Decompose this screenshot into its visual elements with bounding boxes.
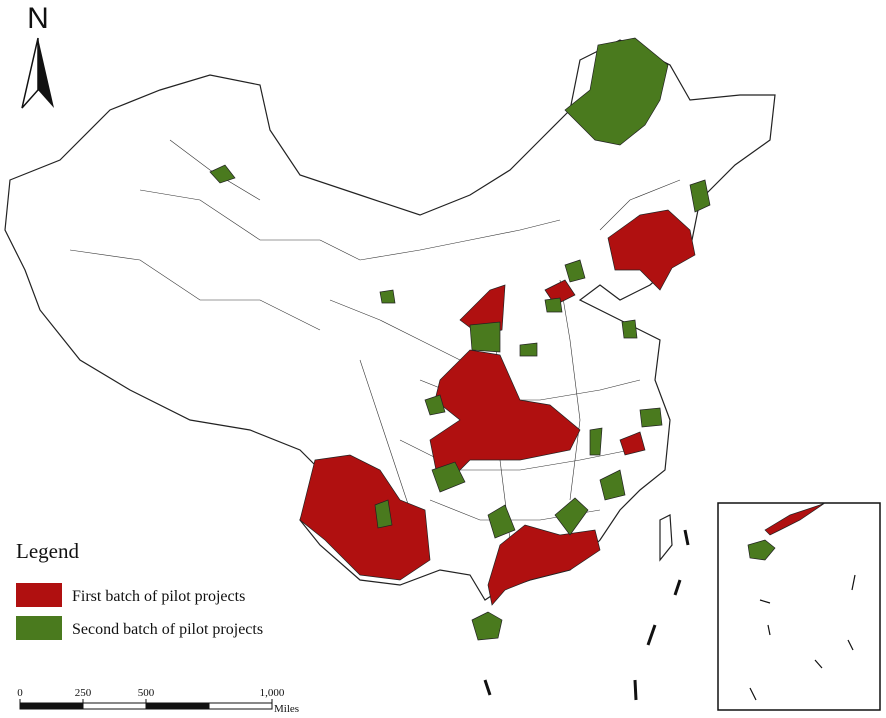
first-batch-region bbox=[299, 454, 431, 581]
legend-label: First batch of pilot projects bbox=[72, 588, 245, 605]
north-label: N bbox=[27, 2, 49, 35]
inset-frame bbox=[717, 502, 881, 711]
first-batch-region bbox=[764, 502, 826, 536]
scale-label: 1,000 bbox=[260, 687, 285, 699]
first-batch-region bbox=[429, 349, 581, 491]
second-batch-region bbox=[519, 342, 538, 357]
legend-swatch bbox=[16, 616, 62, 640]
scale-segment bbox=[208, 702, 273, 710]
first-batch-region bbox=[619, 431, 646, 456]
north-arrow-left bbox=[21, 37, 39, 109]
scale-bar: 0 250 500 1,000 Miles bbox=[17, 687, 299, 715]
second-batch-region bbox=[689, 179, 711, 213]
second-batch-region bbox=[471, 611, 503, 641]
scale-label: 0 bbox=[17, 687, 23, 699]
scale-label: 500 bbox=[138, 687, 155, 699]
scale-segment bbox=[145, 702, 210, 710]
legend: First batch of pilot projects Second batc… bbox=[16, 583, 263, 640]
second-batch-region bbox=[431, 461, 466, 493]
second-batch-region bbox=[544, 297, 563, 313]
legend-swatch bbox=[16, 583, 62, 607]
second-batch-region bbox=[374, 499, 393, 529]
first-batch-region bbox=[607, 209, 696, 291]
second-batch-region bbox=[469, 321, 501, 353]
island bbox=[659, 514, 673, 562]
inset-sea-boundary bbox=[749, 574, 856, 701]
second-batch-region bbox=[209, 164, 236, 184]
second-batch-region bbox=[424, 394, 446, 416]
north-arrow-right bbox=[38, 38, 54, 108]
second-batch-region bbox=[639, 407, 663, 428]
second-batch-region bbox=[379, 289, 396, 304]
scale-segment bbox=[19, 702, 84, 710]
scale-label: 250 bbox=[75, 687, 92, 699]
scale-segment bbox=[82, 702, 147, 710]
second-batch-region bbox=[564, 37, 669, 146]
legend-title: Legend bbox=[16, 539, 79, 563]
sea-boundary bbox=[483, 529, 690, 701]
legend-label: Second batch of pilot projects bbox=[72, 621, 263, 638]
second-batch-region bbox=[599, 469, 626, 501]
second-batch-region bbox=[487, 504, 516, 539]
second-batch-region bbox=[554, 497, 589, 536]
scale-unit: Miles bbox=[274, 703, 299, 715]
second-batch-region bbox=[747, 539, 776, 561]
second-batch-region bbox=[589, 427, 603, 456]
first-batch-region bbox=[487, 524, 601, 606]
second-batch-region bbox=[564, 259, 586, 283]
second-batch-region bbox=[621, 319, 638, 339]
